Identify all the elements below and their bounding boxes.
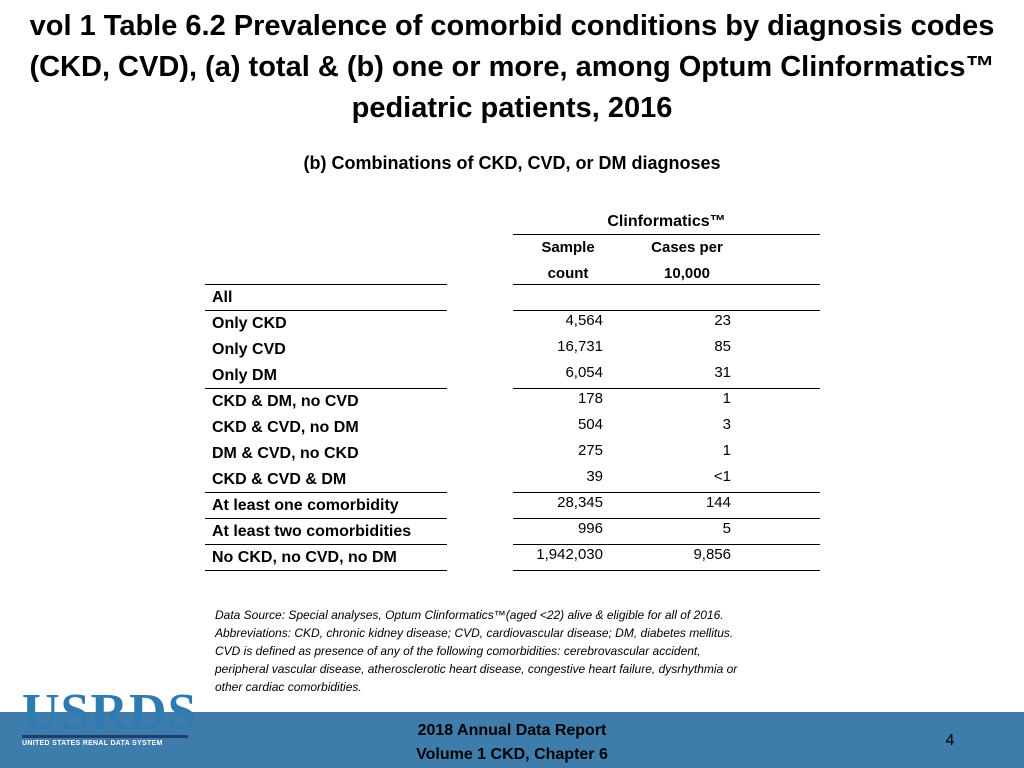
cell-sample-count: 178 bbox=[577, 390, 603, 407]
row-label: Only DM bbox=[212, 367, 277, 384]
footnotes: Data Source: Special analyses, Optum Cli… bbox=[215, 606, 835, 696]
cell-sample-count: 39 bbox=[586, 468, 603, 485]
rule-values bbox=[513, 388, 820, 389]
rule-values bbox=[513, 310, 820, 311]
cell-sample-count: 16,731 bbox=[557, 338, 603, 355]
note-line: other cardiac comorbidities. bbox=[215, 680, 362, 694]
cell-sample-count: 1,942,030 bbox=[536, 546, 603, 563]
cell-sample-count: 6,054 bbox=[565, 364, 603, 381]
cell-sample-count: 28,345 bbox=[557, 494, 603, 511]
logo-text: USRDS bbox=[22, 684, 198, 741]
row-label: CKD & CVD, no DM bbox=[212, 419, 359, 436]
group-header: Clinformatics™ bbox=[607, 213, 726, 230]
row-label: Only CKD bbox=[212, 315, 287, 332]
cell-cases-per-10000: 85 bbox=[714, 338, 731, 355]
cell-cases-per-10000: 5 bbox=[722, 520, 731, 537]
row-label: At least one comorbidity bbox=[212, 497, 399, 514]
rule-values bbox=[513, 492, 820, 493]
rule-label bbox=[205, 492, 447, 493]
rule-label bbox=[205, 570, 447, 571]
note-line: CVD is defined as presence of any of the… bbox=[215, 644, 701, 658]
note-line: peripheral vascular disease, atheroscler… bbox=[215, 662, 738, 676]
table-subtitle: (b) Combinations of CKD, CVD, or DM diag… bbox=[303, 153, 721, 173]
cell-cases-per-10000: 1 bbox=[722, 442, 731, 459]
col-sample-header-2: count bbox=[547, 265, 589, 282]
cell-cases-per-10000: 9,856 bbox=[693, 546, 731, 563]
rule-values bbox=[513, 544, 820, 545]
row-label: Only CVD bbox=[212, 341, 286, 358]
row-label: CKD & CVD & DM bbox=[212, 471, 347, 488]
logo-subtext: UNITED STATES RENAL DATA SYSTEM bbox=[22, 740, 163, 747]
note-line: Data Source: Special analyses, Optum Cli… bbox=[215, 608, 724, 622]
footer-line-1: 2018 Annual Data Report bbox=[417, 722, 607, 739]
footer-bar bbox=[0, 712, 1024, 768]
cell-cases-per-10000: 31 bbox=[714, 364, 731, 381]
usrds-logo: USRDS UNITED STATES RENAL DATA SYSTEM bbox=[22, 684, 198, 748]
rule-label bbox=[205, 544, 447, 545]
rule-label-top bbox=[205, 284, 447, 285]
cell-sample-count: 996 bbox=[577, 520, 603, 537]
logo-underline bbox=[22, 735, 188, 738]
rule-values bbox=[513, 570, 820, 571]
cell-sample-count: 275 bbox=[577, 442, 603, 459]
cell-cases-per-10000: <1 bbox=[713, 468, 731, 485]
row-label: CKD & DM, no CVD bbox=[212, 393, 359, 410]
cell-sample-count: 4,564 bbox=[565, 312, 603, 329]
rule-label bbox=[205, 388, 447, 389]
col-cases-header-2: 10,000 bbox=[664, 265, 710, 282]
row-label: All bbox=[212, 289, 233, 306]
cell-cases-per-10000: 1 bbox=[722, 390, 731, 407]
footer-caption: 2018 Annual Data Report Volume 1 CKD, Ch… bbox=[362, 719, 662, 767]
slide-title: vol 1 Table 6.2 Prevalence of comorbid c… bbox=[29, 10, 995, 124]
note-line: Abbreviations: CKD, chronic kidney disea… bbox=[215, 626, 734, 640]
row-label: DM & CVD, no CKD bbox=[212, 445, 359, 462]
cell-cases-per-10000: 23 bbox=[714, 312, 731, 329]
page-number: 4 bbox=[945, 732, 955, 749]
row-label: At least two comorbidities bbox=[212, 523, 412, 540]
rule-label bbox=[205, 518, 447, 519]
cell-sample-count: 504 bbox=[577, 416, 603, 433]
col-cases-header-1: Cases per bbox=[651, 239, 723, 256]
cell-cases-per-10000: 144 bbox=[705, 494, 731, 511]
rule-label bbox=[205, 310, 447, 311]
row-label: No CKD, no CVD, no DM bbox=[212, 549, 397, 566]
col-sample-header-1: Sample bbox=[541, 239, 595, 256]
cell-cases-per-10000: 3 bbox=[722, 416, 731, 433]
footer-line-2: Volume 1 CKD, Chapter 6 bbox=[416, 746, 608, 763]
rule-values bbox=[513, 518, 820, 519]
rule-group-header bbox=[513, 234, 820, 235]
rule-values-top bbox=[513, 284, 820, 285]
